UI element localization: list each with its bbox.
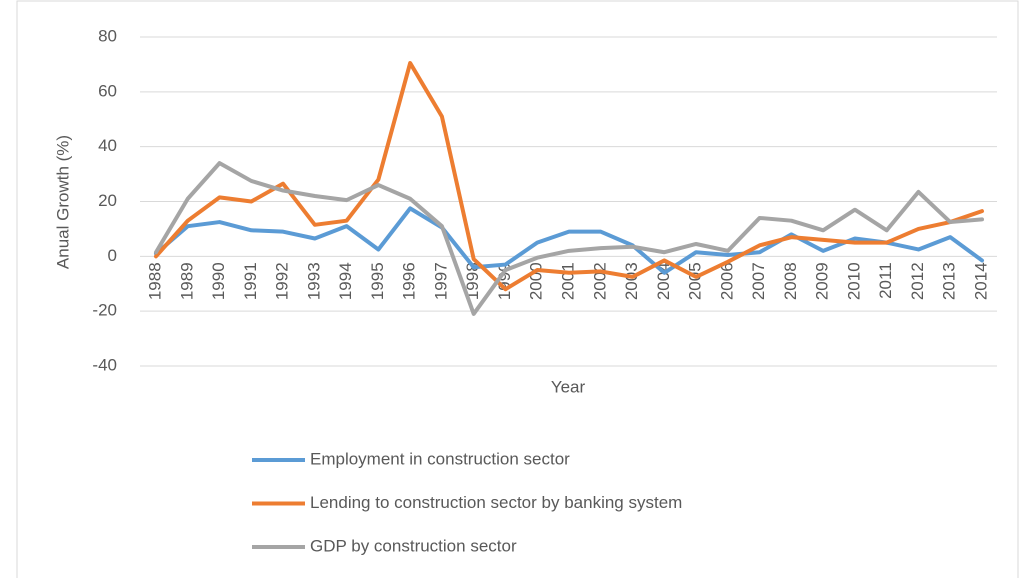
x-tick-label: 2000 [527,262,546,300]
y-tick-label: 20 [98,191,117,210]
x-tick-label: 2012 [908,262,927,300]
x-tick-label: 2008 [781,262,800,300]
x-tick-label: 2014 [971,262,990,300]
y-tick-label: -20 [92,301,117,320]
x-tick-label: 1996 [400,262,419,300]
chart-frame [16,0,1019,583]
x-tick-label: 1989 [177,262,196,300]
x-tick-label: 2010 [844,262,863,300]
legend-label: Employment in construction sector [310,449,570,468]
x-tick-label: 2013 [940,262,959,300]
x-tick-label: 1995 [368,262,387,300]
y-tick-label: 80 [98,26,117,45]
series-line [154,161,984,316]
x-tick-label: 1999 [495,262,514,300]
x-tick-label: 1993 [304,262,323,300]
x-tick-label: 1994 [336,262,355,300]
x-tick-label: 2005 [686,262,705,300]
series-line [154,61,984,292]
y-tick-label: 0 [108,246,117,265]
x-tick-label: 2003 [622,262,641,300]
x-tick-label: 1997 [431,262,450,300]
x-tick-label: 1990 [209,262,228,300]
x-tick-label: 1991 [241,262,260,300]
x-tick-label: 2011 [876,262,895,299]
y-tick-label: 40 [98,136,117,155]
x-tick-label: 2001 [558,262,577,300]
x-tick-label: 2006 [717,262,736,300]
legend-label: GDP by construction sector [310,536,517,555]
legend-label: Lending to construction sector by bankin… [310,493,682,512]
x-tick-label: 2007 [749,262,768,300]
x-tick-label: 2002 [590,262,609,300]
y-tick-label: 60 [98,81,117,100]
x-tick-label: 1988 [145,262,164,300]
x-tick-label: 2009 [813,262,832,300]
x-tick-label: 1998 [463,262,482,300]
x-tick-label: 1992 [273,262,292,300]
x-axis-title: Year [551,377,586,396]
y-axis-title: Anual Growth (%) [53,135,72,269]
y-tick-label: -40 [92,355,117,374]
